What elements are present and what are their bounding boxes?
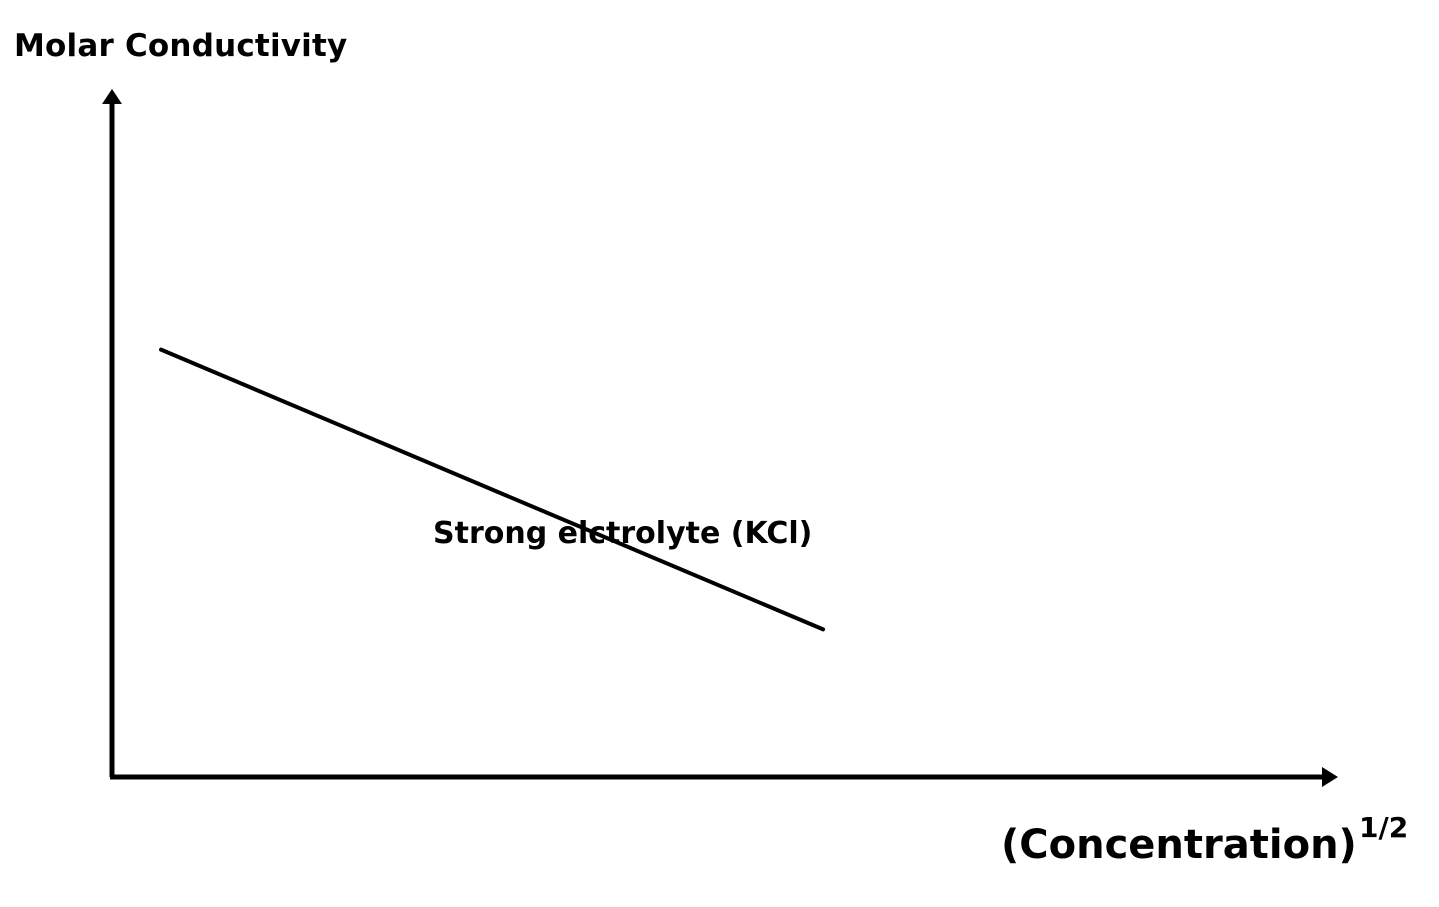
y-axis-arrowhead [102,89,122,104]
x-axis-label: (Concentration) [1001,822,1357,868]
series-annotation-label: Strong elctrolyte (KCl) [433,516,813,551]
x-axis-label-exponent: 1/2 [1359,811,1409,844]
x-axis-arrowhead [1322,767,1338,787]
series-layer [159,347,826,632]
y-axis-label: Molar Conductivity [14,28,348,64]
series-line-0 [159,347,826,632]
